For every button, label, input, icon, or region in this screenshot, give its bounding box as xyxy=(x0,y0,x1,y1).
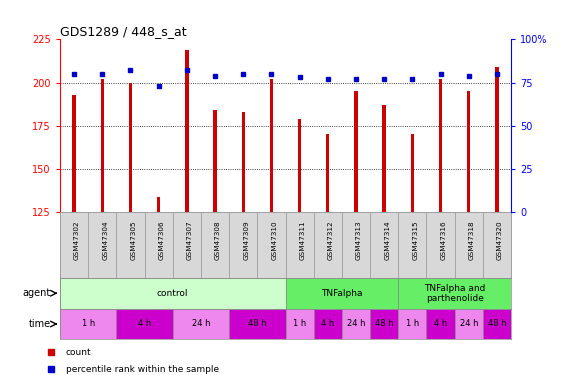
Text: 48 h: 48 h xyxy=(375,320,393,328)
Text: 1 h: 1 h xyxy=(293,320,306,328)
Bar xyxy=(467,91,471,212)
Bar xyxy=(439,79,443,212)
Bar xyxy=(342,212,370,278)
Bar xyxy=(144,212,173,278)
Bar xyxy=(370,309,399,339)
Bar xyxy=(313,309,342,339)
Text: GSM47318: GSM47318 xyxy=(469,220,475,260)
Text: GSM47306: GSM47306 xyxy=(159,220,164,260)
Bar xyxy=(128,82,132,212)
Text: GSM47305: GSM47305 xyxy=(130,220,136,260)
Bar xyxy=(185,50,188,212)
Bar xyxy=(100,79,104,212)
Bar xyxy=(342,309,370,339)
Bar xyxy=(286,212,313,278)
Text: percentile rank within the sample: percentile rank within the sample xyxy=(66,365,219,374)
Bar xyxy=(173,309,229,339)
Bar xyxy=(298,119,301,212)
Text: GSM47310: GSM47310 xyxy=(271,220,278,260)
Bar xyxy=(370,212,399,278)
Bar xyxy=(483,309,511,339)
Bar xyxy=(258,212,286,278)
Bar xyxy=(427,212,455,278)
Bar xyxy=(60,278,286,309)
Text: 48 h: 48 h xyxy=(488,320,506,328)
Bar xyxy=(88,212,116,278)
Bar xyxy=(455,212,483,278)
Text: GSM47313: GSM47313 xyxy=(356,220,362,260)
Bar xyxy=(73,95,76,212)
Bar xyxy=(229,212,258,278)
Text: TNFalpha: TNFalpha xyxy=(321,289,363,298)
Bar xyxy=(214,110,217,212)
Text: GSM47309: GSM47309 xyxy=(243,220,249,260)
Text: GSM47304: GSM47304 xyxy=(102,220,108,260)
Text: GDS1289 / 448_s_at: GDS1289 / 448_s_at xyxy=(60,25,187,38)
Bar xyxy=(60,212,88,278)
Bar xyxy=(354,91,357,212)
Bar xyxy=(411,135,414,212)
Text: GSM47308: GSM47308 xyxy=(215,220,221,260)
Bar xyxy=(286,309,313,339)
Bar xyxy=(399,278,511,309)
Text: GSM47314: GSM47314 xyxy=(384,220,390,260)
Text: 1 h: 1 h xyxy=(406,320,419,328)
Bar xyxy=(399,309,427,339)
Bar xyxy=(286,278,399,309)
Text: time: time xyxy=(29,319,51,329)
Bar xyxy=(313,212,342,278)
Text: 4 h: 4 h xyxy=(138,320,151,328)
Text: GSM47316: GSM47316 xyxy=(441,220,447,260)
Bar xyxy=(242,112,245,212)
Text: 24 h: 24 h xyxy=(347,320,365,328)
Bar xyxy=(383,105,386,212)
Text: GSM47307: GSM47307 xyxy=(187,220,193,260)
Text: count: count xyxy=(66,348,91,357)
Text: 4 h: 4 h xyxy=(321,320,335,328)
Bar xyxy=(270,79,273,212)
Text: GSM47320: GSM47320 xyxy=(497,220,503,260)
Text: GSM47302: GSM47302 xyxy=(74,220,80,260)
Bar xyxy=(157,197,160,212)
Bar xyxy=(399,212,427,278)
Text: control: control xyxy=(157,289,188,298)
Text: GSM47311: GSM47311 xyxy=(300,220,305,260)
Text: 24 h: 24 h xyxy=(192,320,210,328)
Text: 48 h: 48 h xyxy=(248,320,267,328)
Bar xyxy=(60,309,116,339)
Bar xyxy=(201,212,229,278)
Bar xyxy=(483,212,511,278)
Bar xyxy=(173,212,201,278)
Text: GSM47315: GSM47315 xyxy=(412,220,419,260)
Bar xyxy=(116,212,144,278)
Text: GSM47312: GSM47312 xyxy=(328,220,334,260)
Bar xyxy=(495,67,498,212)
Text: TNFalpha and
parthenolide: TNFalpha and parthenolide xyxy=(424,284,485,303)
Text: 1 h: 1 h xyxy=(82,320,95,328)
Bar xyxy=(455,309,483,339)
Bar xyxy=(427,309,455,339)
Bar xyxy=(229,309,286,339)
Bar xyxy=(116,309,173,339)
Text: 24 h: 24 h xyxy=(460,320,478,328)
Bar xyxy=(326,135,329,212)
Text: agent: agent xyxy=(23,288,51,298)
Text: 4 h: 4 h xyxy=(434,320,447,328)
